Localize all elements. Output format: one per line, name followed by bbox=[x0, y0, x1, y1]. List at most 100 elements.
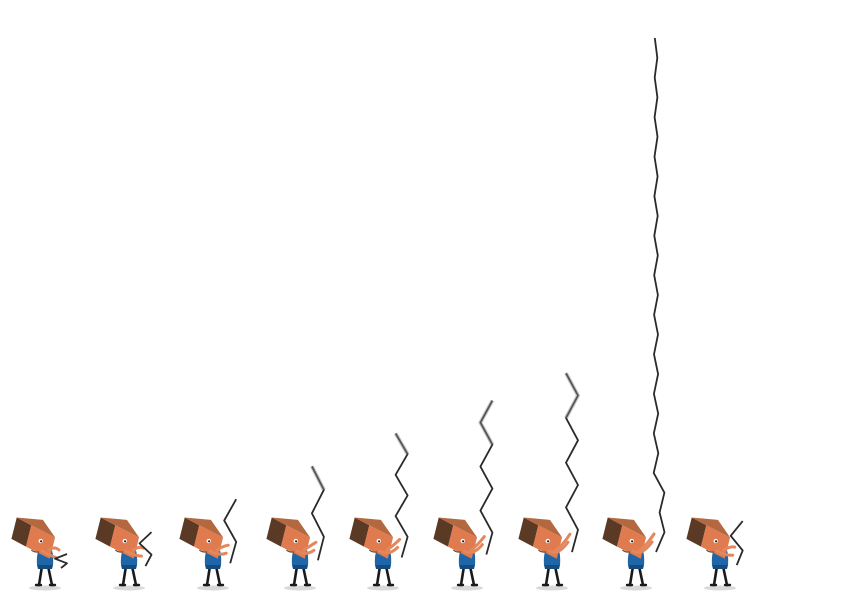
pupil bbox=[40, 540, 43, 543]
legs bbox=[121, 564, 138, 587]
rope-motion-blur bbox=[310, 465, 326, 491]
mouth bbox=[452, 549, 462, 553]
mouth bbox=[198, 549, 208, 553]
belt bbox=[375, 565, 391, 569]
rope bbox=[565, 372, 579, 553]
pupil bbox=[547, 540, 550, 543]
head bbox=[602, 517, 647, 559]
arm-left bbox=[547, 540, 570, 554]
arm-right bbox=[638, 532, 656, 552]
shadow bbox=[367, 585, 399, 591]
head-top bbox=[438, 517, 478, 538]
head-side bbox=[518, 517, 539, 547]
shadow bbox=[197, 585, 229, 591]
shadow bbox=[620, 585, 652, 591]
legs bbox=[375, 564, 392, 587]
frame-3 bbox=[179, 498, 238, 591]
frame-4 bbox=[266, 465, 326, 591]
head-top bbox=[607, 517, 647, 538]
belt bbox=[121, 565, 137, 569]
mouth bbox=[285, 549, 295, 553]
arm-right bbox=[722, 545, 737, 552]
head-top bbox=[691, 517, 731, 538]
pupil bbox=[295, 540, 298, 543]
head-top bbox=[16, 517, 56, 538]
legs bbox=[205, 564, 222, 587]
rope bbox=[729, 520, 744, 566]
arm-right bbox=[302, 540, 318, 552]
mouth bbox=[621, 549, 631, 553]
belt bbox=[712, 565, 728, 569]
head-side bbox=[433, 517, 454, 547]
rope-motion-blur bbox=[564, 372, 580, 419]
head-top bbox=[184, 517, 224, 538]
head bbox=[179, 517, 224, 559]
frame-1 bbox=[11, 517, 68, 591]
arm-right bbox=[47, 546, 61, 552]
shadow bbox=[451, 585, 483, 591]
legs bbox=[292, 564, 309, 587]
rope bbox=[138, 531, 153, 567]
arm-right bbox=[385, 537, 402, 552]
legs bbox=[37, 564, 54, 587]
legs bbox=[544, 564, 561, 587]
head-side bbox=[95, 517, 116, 547]
rope bbox=[652, 37, 666, 553]
arm-left bbox=[295, 548, 316, 555]
frame-5 bbox=[349, 432, 410, 591]
head-side bbox=[179, 517, 200, 547]
rope bbox=[394, 432, 409, 558]
belt bbox=[544, 565, 560, 569]
head bbox=[686, 517, 731, 559]
legs bbox=[459, 564, 476, 587]
frame-7 bbox=[518, 372, 580, 591]
shadow bbox=[284, 585, 316, 591]
rope-motion-blur bbox=[478, 399, 495, 446]
shadow bbox=[536, 585, 568, 591]
arm-right bbox=[131, 545, 145, 552]
belt bbox=[292, 565, 308, 569]
belt bbox=[459, 565, 475, 569]
mouth bbox=[368, 549, 378, 553]
head-side bbox=[11, 517, 32, 547]
head-top bbox=[100, 517, 140, 538]
head-top bbox=[271, 517, 311, 538]
head-top bbox=[354, 517, 394, 538]
rope bbox=[223, 498, 238, 564]
shadow bbox=[113, 585, 145, 591]
head bbox=[95, 517, 140, 559]
rope bbox=[311, 465, 325, 561]
arm-left bbox=[631, 540, 654, 554]
belt bbox=[37, 565, 53, 569]
head-side bbox=[349, 517, 370, 547]
head bbox=[11, 517, 56, 559]
arm-right bbox=[215, 543, 230, 552]
rope-motion-blur bbox=[393, 432, 410, 456]
belt bbox=[205, 565, 221, 569]
pupil bbox=[715, 540, 718, 543]
pupil bbox=[462, 540, 465, 543]
head-side bbox=[266, 517, 287, 547]
pupil bbox=[378, 540, 381, 543]
pupil bbox=[208, 540, 211, 543]
arm-left bbox=[208, 549, 228, 556]
arm-right bbox=[554, 532, 572, 552]
arm-right bbox=[469, 535, 486, 552]
arm-left bbox=[462, 543, 484, 554]
pupil bbox=[124, 540, 127, 543]
mouth bbox=[705, 549, 715, 553]
legs bbox=[628, 564, 645, 587]
pupil bbox=[631, 540, 634, 543]
rope bbox=[479, 400, 494, 555]
arm-left bbox=[715, 549, 735, 557]
head-side bbox=[602, 517, 623, 547]
belt bbox=[628, 565, 644, 569]
arm-left bbox=[124, 549, 143, 558]
mouth bbox=[114, 549, 124, 553]
legs bbox=[712, 564, 729, 587]
arm-left bbox=[378, 545, 400, 555]
frame-9 bbox=[686, 517, 744, 591]
frame-8 bbox=[602, 37, 666, 591]
